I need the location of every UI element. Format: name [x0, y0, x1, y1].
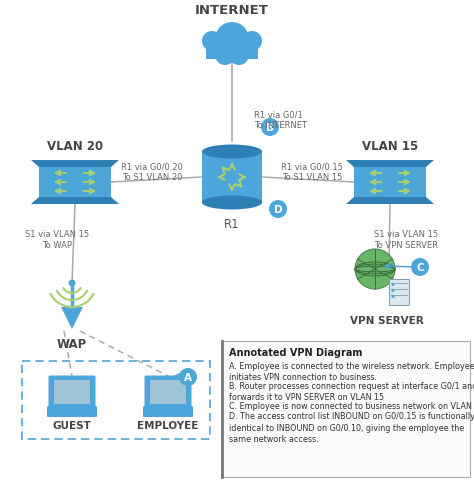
Text: C: C — [416, 263, 424, 273]
Text: INTERNET: INTERNET — [195, 3, 269, 16]
Circle shape — [411, 258, 429, 276]
Polygon shape — [31, 161, 119, 168]
Text: R1: R1 — [224, 217, 240, 230]
Text: R1 via G0/0.20
To S1 VLAN 20: R1 via G0/0.20 To S1 VLAN 20 — [121, 162, 183, 181]
Text: WAP: WAP — [57, 337, 87, 350]
Text: A: A — [184, 372, 192, 382]
Bar — [54, 380, 90, 404]
Text: C. Employee is now connected to business network on VLAN 15.: C. Employee is now connected to business… — [229, 401, 474, 410]
Circle shape — [234, 36, 258, 60]
Text: VPN SERVER: VPN SERVER — [350, 315, 424, 325]
Circle shape — [242, 32, 262, 52]
Text: S1 via VLAN 15
To VPN SERVER: S1 via VLAN 15 To VPN SERVER — [374, 230, 438, 249]
Polygon shape — [346, 161, 434, 168]
Polygon shape — [61, 307, 83, 329]
Circle shape — [215, 46, 235, 66]
Circle shape — [392, 283, 394, 287]
Text: S1 via VLAN 15
To WAP: S1 via VLAN 15 To WAP — [25, 230, 89, 249]
Text: D. The access control list INBOUND on G0/0.15 is functionally
identical to INBOU: D. The access control list INBOUND on G0… — [229, 412, 474, 444]
Circle shape — [355, 250, 395, 289]
Polygon shape — [346, 198, 434, 204]
Bar — [222, 341, 470, 477]
Text: Annotated VPN Diagram: Annotated VPN Diagram — [229, 347, 363, 357]
Bar — [39, 168, 111, 198]
Text: R1 via G0/0.15
To S1 VLAN 15: R1 via G0/0.15 To S1 VLAN 15 — [281, 162, 343, 181]
Text: VLAN 15: VLAN 15 — [362, 140, 418, 153]
Ellipse shape — [202, 145, 262, 159]
Circle shape — [215, 23, 249, 57]
FancyBboxPatch shape — [145, 376, 191, 408]
Circle shape — [229, 46, 249, 66]
FancyBboxPatch shape — [143, 406, 193, 417]
Text: R1 via G0/1
To INTERNET: R1 via G0/1 To INTERNET — [254, 110, 307, 130]
Circle shape — [261, 119, 279, 137]
Text: B: B — [266, 123, 274, 133]
Bar — [202, 152, 262, 203]
Text: EMPLOYEE: EMPLOYEE — [137, 420, 199, 430]
Circle shape — [179, 368, 197, 386]
Text: A. Employee is connected to the wireless network. Employee
initiates VPN connect: A. Employee is connected to the wireless… — [229, 361, 474, 382]
Text: B. Router processes connection request at interface G0/1 and
forwards it to VPN : B. Router processes connection request a… — [229, 381, 474, 402]
Text: VLAN 20: VLAN 20 — [47, 140, 103, 153]
Circle shape — [202, 32, 222, 52]
Circle shape — [269, 201, 287, 218]
Circle shape — [392, 295, 394, 299]
Polygon shape — [31, 198, 119, 204]
Bar — [150, 380, 186, 404]
Circle shape — [206, 36, 230, 60]
Bar — [354, 168, 426, 198]
Bar — [389, 279, 409, 305]
Text: D: D — [273, 204, 283, 215]
Bar — [206, 48, 258, 60]
Text: GUEST: GUEST — [53, 420, 91, 430]
FancyBboxPatch shape — [48, 376, 95, 408]
Circle shape — [69, 280, 75, 287]
Circle shape — [392, 289, 394, 292]
FancyBboxPatch shape — [47, 406, 97, 417]
Ellipse shape — [202, 196, 262, 210]
